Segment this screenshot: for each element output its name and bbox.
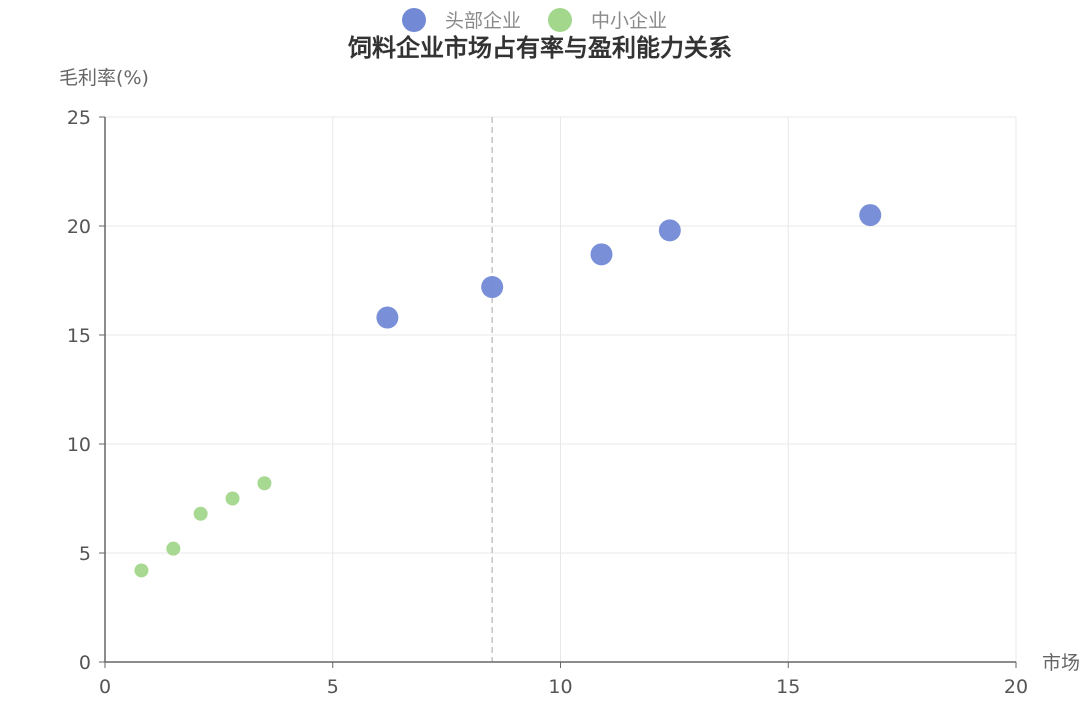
legend: 头部企业 中小企业 xyxy=(402,8,667,32)
x-tick-label-20: 20 xyxy=(1004,676,1028,698)
data-point-series0-1[interactable] xyxy=(481,276,504,299)
legend-label-sme[interactable]: 中小企业 xyxy=(591,10,667,32)
grid-lines xyxy=(105,116,1017,662)
data-point-series1-2[interactable] xyxy=(193,506,208,521)
legend-label-head[interactable]: 头部企业 xyxy=(445,10,521,32)
data-point-series0-2[interactable] xyxy=(590,243,613,266)
data-point-series0-3[interactable] xyxy=(658,219,681,242)
chart-title: 饲料企业市场占有率与盈利能力关系 xyxy=(347,34,732,62)
x-tick-label-10: 10 xyxy=(548,676,572,698)
tick-labels: 0 5 10 15 20 25 0 5 10 15 20 xyxy=(67,107,1028,698)
data-point-series1-1[interactable] xyxy=(166,541,181,556)
data-point-series1-3[interactable] xyxy=(225,491,240,506)
y-tick-label-25: 25 xyxy=(67,107,91,129)
data-points xyxy=(134,204,882,578)
x-tick-label-5: 5 xyxy=(327,676,339,698)
axes xyxy=(99,116,1017,668)
data-point-series1-0[interactable] xyxy=(134,563,149,578)
y-axis-name: 毛利率(%) xyxy=(59,67,149,89)
x-tick-label-15: 15 xyxy=(776,676,800,698)
data-point-series0-4[interactable] xyxy=(859,204,882,227)
legend-marker-head[interactable] xyxy=(402,8,426,32)
y-tick-label-5: 5 xyxy=(79,543,91,565)
y-tick-label-20: 20 xyxy=(67,216,91,238)
y-tick-label-0: 0 xyxy=(79,652,91,674)
x-tick-label-0: 0 xyxy=(99,676,111,698)
legend-marker-sme[interactable] xyxy=(548,8,572,32)
data-point-series1-4[interactable] xyxy=(257,476,272,491)
data-point-series0-0[interactable] xyxy=(376,306,399,329)
y-tick-label-15: 15 xyxy=(67,325,91,347)
y-tick-label-10: 10 xyxy=(67,434,91,456)
x-axis-name: 市场 xyxy=(1042,652,1080,674)
